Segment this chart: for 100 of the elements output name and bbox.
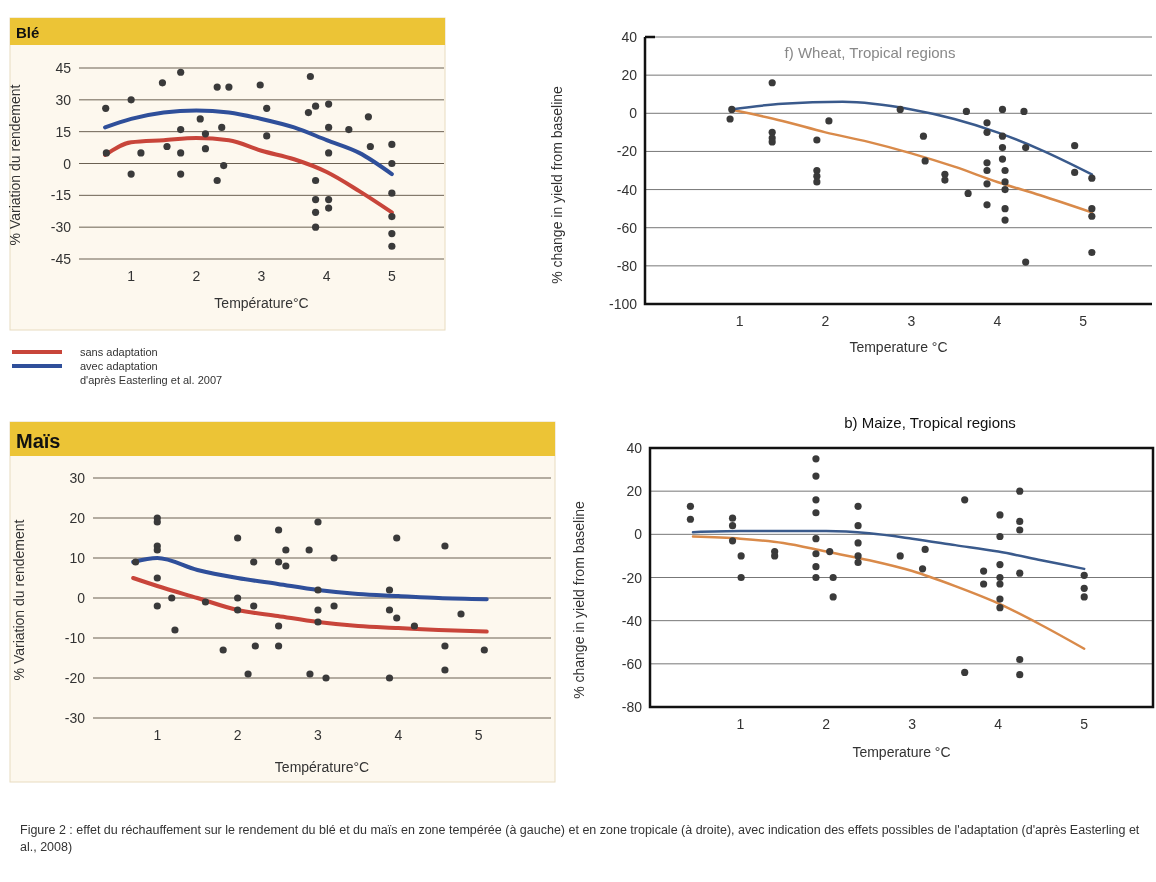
point <box>325 100 333 108</box>
point <box>201 145 210 153</box>
point <box>998 132 1007 140</box>
point <box>996 511 1004 519</box>
point <box>251 642 259 650</box>
point <box>163 142 171 151</box>
point <box>983 128 991 136</box>
x-axis-title: Temperature °C <box>849 339 948 355</box>
x-axis-title: Température°C <box>214 295 309 311</box>
point <box>728 514 737 522</box>
point <box>171 626 179 634</box>
point <box>441 666 449 674</box>
point <box>728 105 736 114</box>
y-tick-label: -60 <box>621 655 643 672</box>
line-series <box>131 576 489 634</box>
point <box>812 573 820 582</box>
point <box>388 229 396 238</box>
point <box>388 189 396 197</box>
point <box>388 140 396 148</box>
point <box>250 558 258 566</box>
point <box>201 130 210 138</box>
y-tick-label: -60 <box>616 219 638 236</box>
point <box>686 515 695 523</box>
point <box>854 552 862 560</box>
x-axis-title: Température°C <box>274 759 370 775</box>
y-tick-label: 40 <box>626 440 643 456</box>
y-tick-label: 45 <box>55 60 72 76</box>
y-tick-label: -10 <box>64 630 86 646</box>
point <box>813 166 821 175</box>
point <box>941 176 949 184</box>
point <box>393 534 401 542</box>
point <box>1016 655 1024 664</box>
point <box>213 176 221 185</box>
point <box>393 614 401 622</box>
point <box>385 674 394 682</box>
point <box>325 149 333 157</box>
point <box>177 149 185 157</box>
point <box>941 170 949 178</box>
point <box>457 610 465 618</box>
point <box>244 670 252 678</box>
y-tick-label: -80 <box>616 257 638 274</box>
point <box>275 622 283 630</box>
point <box>131 558 140 566</box>
point <box>1016 487 1024 495</box>
point <box>961 496 969 504</box>
point <box>1016 517 1024 525</box>
point <box>854 539 862 547</box>
point <box>137 149 145 157</box>
y-tick-label: 0 <box>77 590 86 606</box>
point <box>771 552 779 560</box>
point <box>896 552 904 560</box>
point <box>921 545 929 554</box>
point <box>996 580 1004 588</box>
point <box>153 602 161 610</box>
x-tick-label: 4 <box>994 716 1003 732</box>
y-axis-title: % Variation du rendement <box>11 519 27 681</box>
point <box>1001 178 1009 186</box>
point <box>388 242 396 250</box>
point <box>312 102 320 110</box>
point <box>962 107 970 115</box>
point <box>312 195 320 204</box>
point <box>325 123 333 132</box>
point <box>998 144 1007 152</box>
point <box>812 535 820 543</box>
line-series <box>691 529 1086 571</box>
point <box>812 472 820 480</box>
point <box>345 125 353 134</box>
point <box>304 108 313 117</box>
point <box>919 132 928 140</box>
point <box>980 580 988 588</box>
x-tick-label: 5 <box>1079 313 1088 329</box>
point <box>1001 216 1009 224</box>
x-tick-label: 4 <box>993 313 1002 329</box>
x-tick-label: 2 <box>821 313 830 329</box>
y-tick-label: -45 <box>50 251 72 267</box>
y-tick-label: 20 <box>69 510 86 526</box>
point <box>306 72 314 81</box>
point <box>275 558 283 566</box>
point <box>201 598 210 606</box>
y-tick-label: -80 <box>621 699 643 715</box>
point <box>330 554 338 562</box>
point <box>768 138 776 146</box>
y-tick-label: -30 <box>64 710 86 726</box>
y-tick-label: -20 <box>616 143 638 160</box>
point <box>768 79 776 87</box>
line-series <box>691 535 1086 650</box>
line-series <box>103 108 394 177</box>
point <box>1016 569 1024 577</box>
point <box>312 208 320 216</box>
point <box>220 162 228 170</box>
y-tick-label: 10 <box>69 550 86 566</box>
x-axis-title: Temperature °C <box>852 744 951 760</box>
point <box>1080 593 1088 601</box>
point <box>737 573 745 582</box>
legend-label: avec adaptation <box>80 360 158 372</box>
chart-title: Maïs <box>16 430 61 452</box>
x-tick-label: 2 <box>822 716 831 732</box>
point <box>1088 248 1096 257</box>
point <box>250 602 258 610</box>
point <box>325 195 333 204</box>
